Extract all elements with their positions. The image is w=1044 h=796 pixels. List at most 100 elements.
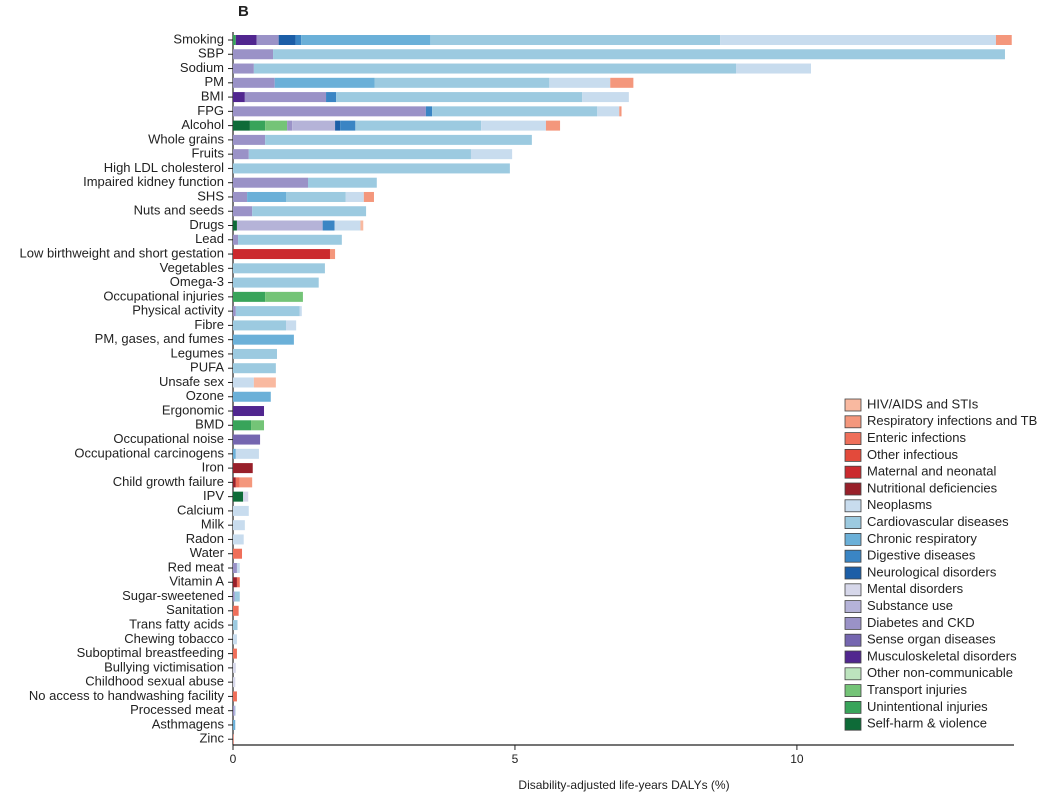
y-tick-label: Smoking <box>173 31 224 46</box>
y-tick-label: SHS <box>197 188 224 203</box>
bar-segment <box>233 134 266 145</box>
bar-segment <box>470 149 513 160</box>
legend-swatch <box>844 398 862 412</box>
bar-segment <box>278 35 296 45</box>
bar-segment <box>233 734 234 745</box>
bar-segment <box>233 548 243 559</box>
bar-segment <box>233 277 319 288</box>
y-tick-label: Ergonomic <box>162 402 225 417</box>
bar-segment <box>582 92 629 103</box>
bar-segment <box>233 463 253 474</box>
bar-segment <box>233 191 248 202</box>
legend-swatch <box>844 617 862 630</box>
bar-segment <box>233 648 237 659</box>
bar-segment <box>295 35 302 45</box>
legend-label: Diabetes and CKD <box>867 615 975 630</box>
y-tick-label: Child growth failure <box>113 474 224 489</box>
bar-segment <box>252 206 367 217</box>
bar-segment <box>233 120 250 131</box>
legend-swatch <box>844 600 862 613</box>
y-tick-label: SBP <box>198 46 224 61</box>
bar-segment <box>336 92 583 103</box>
bar-segment <box>243 491 249 502</box>
bar-segment <box>233 106 426 117</box>
bar-segment <box>233 448 236 459</box>
bar-segment <box>233 49 274 60</box>
bar-segment <box>234 591 240 602</box>
legend-label: Enteric infections <box>867 430 966 445</box>
legend-swatch <box>844 465 862 479</box>
bar-segment <box>233 605 239 616</box>
bar-segment <box>335 120 341 131</box>
legend-swatch <box>844 633 862 647</box>
bar-segment <box>233 562 237 573</box>
bar-segment <box>273 49 1005 60</box>
bar-segment <box>233 677 236 688</box>
y-tick-label: Impaired kidney function <box>83 174 224 189</box>
legend-swatch <box>844 533 862 546</box>
bar-segment <box>238 234 342 245</box>
bar-segment <box>251 420 265 431</box>
bar-segment <box>233 477 236 488</box>
y-tick-label: Red meat <box>168 559 225 574</box>
y-tick-label: Asthmagens <box>152 716 225 731</box>
y-tick-label: Ozone <box>186 388 224 403</box>
bar-segment <box>292 120 336 131</box>
y-tick-label: Occupational noise <box>113 431 224 446</box>
bar-segment <box>239 477 253 488</box>
legend-label: Chronic respiratory <box>867 531 977 546</box>
y-tick-label: Chewing tobacco <box>124 631 224 646</box>
bar-segment <box>233 334 294 345</box>
bar-segment <box>235 448 259 459</box>
bar-segment <box>545 120 561 131</box>
y-tick-label: Occupational injuries <box>103 288 224 303</box>
bar-segment <box>619 106 622 117</box>
bar-segment <box>256 35 279 45</box>
bar-segment <box>233 149 249 160</box>
y-tick-label: IPV <box>203 488 224 503</box>
bar-segment <box>236 562 240 573</box>
x-tick-label: 5 <box>512 752 519 766</box>
legend-swatch <box>844 432 862 446</box>
legend-label: Cardiovascular diseases <box>867 514 1009 529</box>
bar-segment <box>233 620 238 631</box>
y-tick-label: Calcium <box>177 502 224 517</box>
bar-segment <box>253 63 736 74</box>
bar-segment <box>265 120 288 131</box>
bar-segment <box>233 591 235 602</box>
bar-segment <box>233 491 244 502</box>
bar-segment <box>233 35 236 45</box>
bar-segment <box>233 363 276 374</box>
y-tick-label: Radon <box>186 531 224 546</box>
y-tick-label: Iron <box>202 460 224 475</box>
legend-swatch <box>844 516 862 529</box>
y-tick-label: FPG <box>197 103 224 118</box>
bar-segment <box>345 191 364 202</box>
bar-segment <box>233 348 277 359</box>
legend-swatch <box>844 684 862 697</box>
bar-segment <box>233 691 237 702</box>
legend-label: Other infectious <box>867 447 959 462</box>
legend-label: Musculoskeletal disorders <box>867 648 1017 663</box>
bar-segment <box>430 35 721 45</box>
legend-label: Substance use <box>867 598 953 613</box>
y-tick-label: Whole grains <box>148 131 224 146</box>
bar-segment <box>233 306 236 317</box>
bar-segment <box>233 505 249 516</box>
bar-segment <box>274 77 375 88</box>
bar-segment <box>234 705 236 716</box>
legend-swatch <box>844 549 862 563</box>
bar-segment <box>265 291 303 302</box>
y-tick-label: Vegetables <box>160 260 225 275</box>
y-tick-label: Trans fatty acids <box>129 617 224 632</box>
bar-segment <box>549 77 611 88</box>
y-tick-label: Nuts and seeds <box>134 203 225 218</box>
bar-segment <box>236 577 240 588</box>
bar-segment <box>253 377 276 388</box>
bar-segment <box>233 577 237 588</box>
bar-segment <box>233 391 271 402</box>
bar-segment <box>233 406 265 417</box>
legend-swatch <box>844 650 862 664</box>
legend-swatch <box>844 415 862 429</box>
